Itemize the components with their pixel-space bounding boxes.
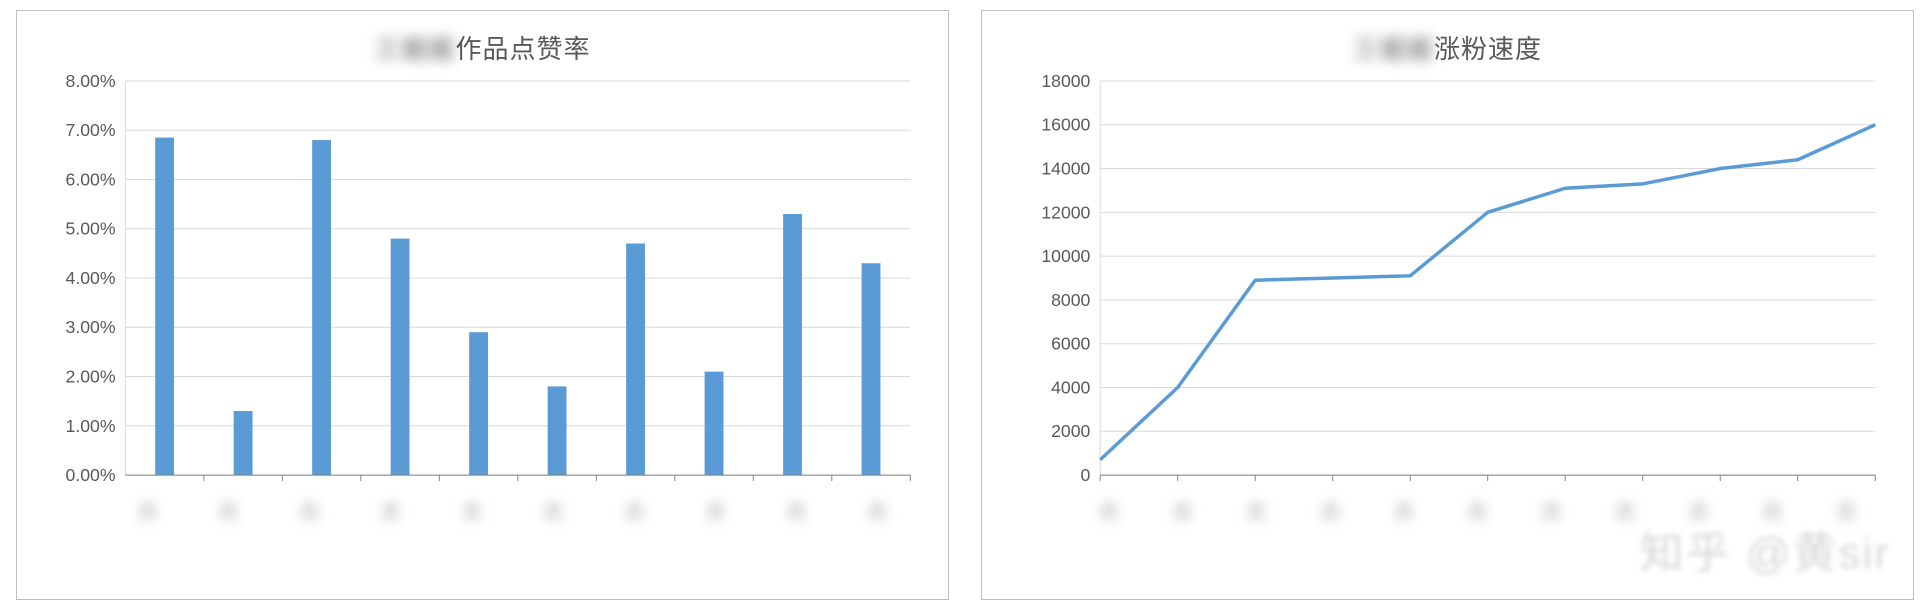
line-chart-svg: 0 2000 4000 6000 8000 10000 12000 14000 16000 180… (1006, 71, 1889, 489)
bar-xcategory: 类 (837, 495, 918, 569)
bar-xcategory: 类 (107, 495, 188, 569)
line-chart-title-text: 涨粉速度 (1434, 34, 1542, 64)
bar-xcategory: 类 (756, 495, 837, 569)
bar-xcategory: 类 (675, 495, 756, 569)
svg-text:0: 0 (1081, 465, 1091, 485)
bar-xcategory: 类 (350, 495, 431, 569)
svg-text:18000: 18000 (1041, 71, 1090, 91)
line-chart-xlabels: 类类类类类类类类类类类 (1072, 495, 1883, 569)
svg-text:8.00%: 8.00% (66, 71, 116, 91)
svg-text:16000: 16000 (1041, 115, 1090, 135)
svg-text:4.00%: 4.00% (66, 268, 116, 288)
bar-xcategory: 类 (594, 495, 675, 569)
bar-xcategory: 类 (188, 495, 269, 569)
bar-chart-xlabels: 类类类类类类类类类类 (107, 495, 918, 569)
svg-text:7.00%: 7.00% (66, 120, 116, 140)
line-chart-panel: 三姐姐涨粉速度 0 2000 4000 6000 8000 10000 12000 14000… (981, 10, 1914, 600)
bar-chart-title-text: 作品点赞率 (456, 34, 591, 64)
line-chart-area: 0 2000 4000 6000 8000 10000 12000 14000 16000 180… (1006, 71, 1889, 489)
bar-chart-panel: 三姐姐作品点赞率 0.00% 1.00% 2.00% 3.00% 4.00% 5.00% 6… (16, 10, 949, 600)
line-chart-title: 三姐姐涨粉速度 (982, 11, 1913, 72)
svg-text:2000: 2000 (1051, 421, 1090, 441)
line-xcategory: 类 (1293, 495, 1367, 569)
line-xcategory: 类 (1367, 495, 1441, 569)
bar-chart-title: 三姐姐作品点赞率 (17, 11, 948, 72)
svg-text:0.00%: 0.00% (66, 465, 116, 485)
line-xcategory: 类 (1146, 495, 1220, 569)
svg-text:3.00%: 3.00% (66, 317, 116, 337)
line-xcategory: 类 (1736, 495, 1810, 569)
svg-text:1.00%: 1.00% (66, 416, 116, 436)
bar-chart-area: 0.00% 1.00% 2.00% 3.00% 4.00% 5.00% 6.00% 7.00%… (41, 71, 924, 489)
line-xcategory: 类 (1441, 495, 1515, 569)
bar-xcategory: 类 (512, 495, 593, 569)
svg-text:12000: 12000 (1041, 202, 1090, 222)
line-xcategory: 类 (1662, 495, 1736, 569)
bar-xcategory: 类 (431, 495, 512, 569)
line-xcategory: 类 (1219, 495, 1293, 569)
line-xcategory: 类 (1809, 495, 1883, 569)
svg-text:4000: 4000 (1051, 377, 1090, 397)
svg-text:6000: 6000 (1051, 334, 1090, 354)
svg-text:5.00%: 5.00% (66, 219, 116, 239)
bar-xcategory: 类 (269, 495, 350, 569)
line-xcategory: 类 (1072, 495, 1146, 569)
line-chart-title-blur: 三姐姐 (1353, 29, 1434, 66)
svg-text:6.00%: 6.00% (66, 169, 116, 189)
bar-chart-svg: 0.00% 1.00% 2.00% 3.00% 4.00% 5.00% 6.00% 7.00%… (41, 71, 924, 489)
line-xcategory: 类 (1588, 495, 1662, 569)
svg-text:8000: 8000 (1051, 290, 1090, 310)
svg-text:10000: 10000 (1041, 246, 1090, 266)
line-xcategory: 类 (1514, 495, 1588, 569)
bar-chart-title-blur: 三姐姐 (374, 29, 455, 66)
svg-text:14000: 14000 (1041, 158, 1090, 178)
svg-text:2.00%: 2.00% (66, 366, 116, 386)
charts-row: 三姐姐作品点赞率 0.00%1.00%2.00%3.00%4.00%5.00%6… (0, 0, 1930, 610)
